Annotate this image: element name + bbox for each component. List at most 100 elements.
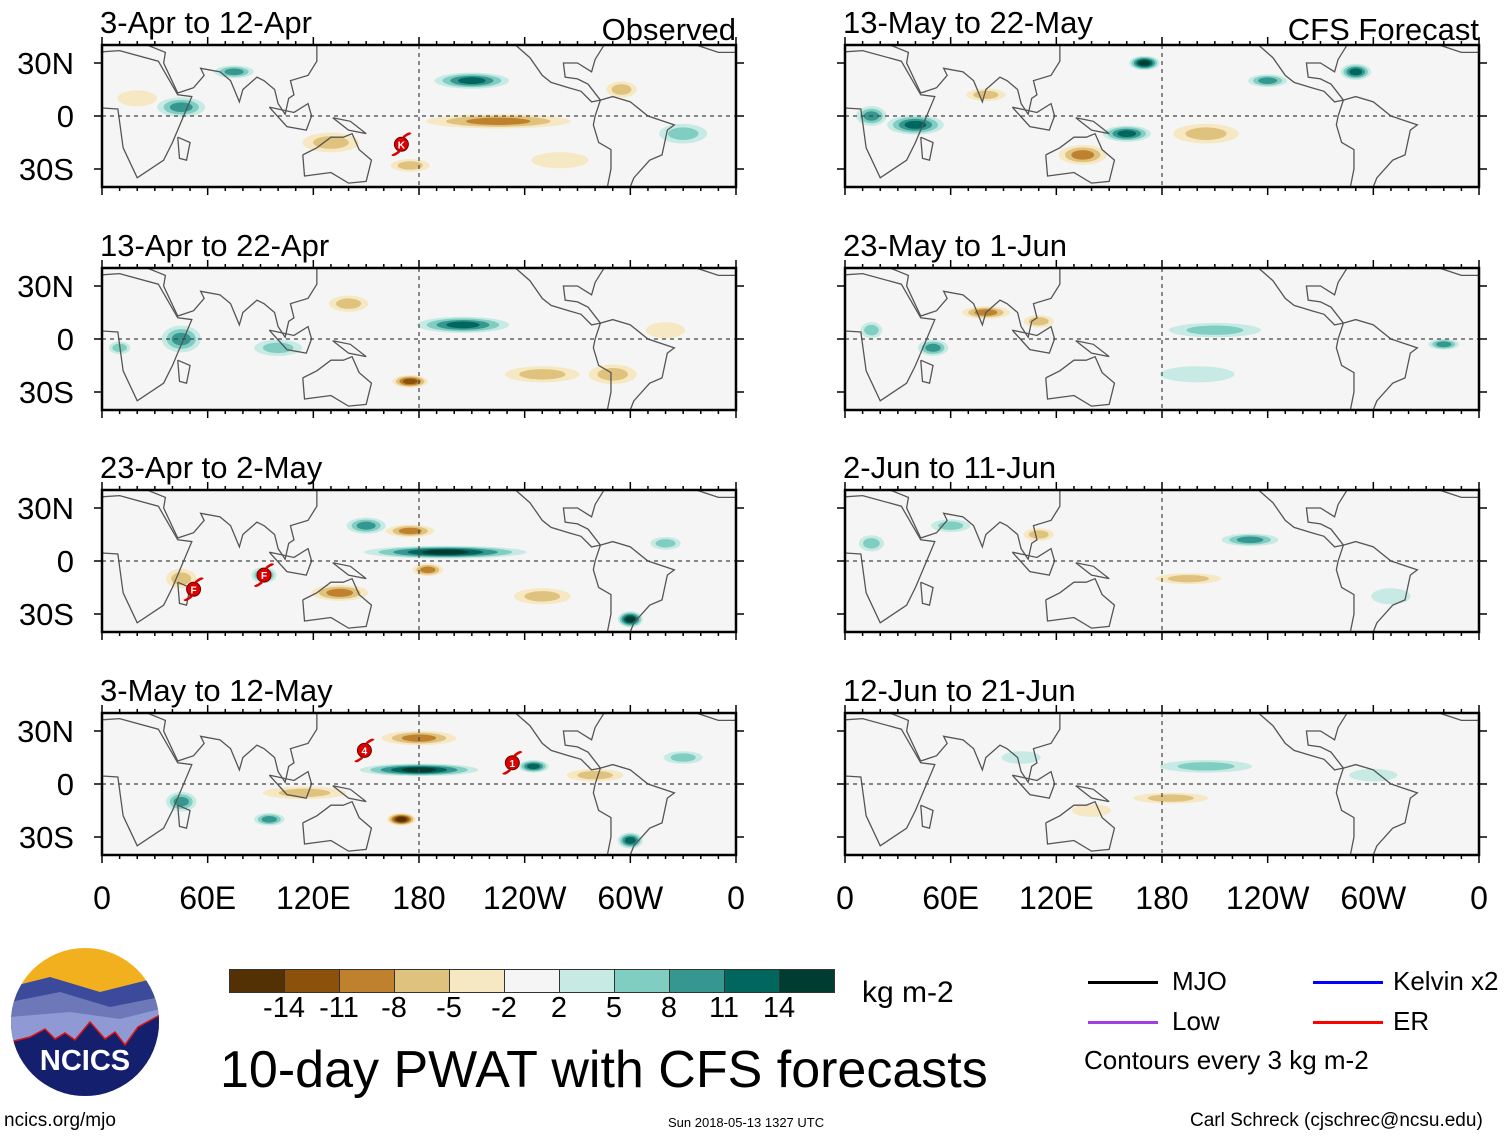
figure-title: 10-day PWAT with CFS forecasts bbox=[220, 1041, 988, 1099]
moist-anomaly bbox=[1168, 322, 1261, 338]
coastline bbox=[1045, 355, 1116, 407]
moist-anomaly bbox=[650, 537, 681, 550]
moist-anomaly bbox=[254, 339, 303, 356]
coastline bbox=[147, 713, 318, 784]
legend-line-low bbox=[1088, 1021, 1158, 1024]
map-panel: K 3-Apr to 12-Apr Observed 30N 0 30S bbox=[17, 5, 744, 195]
x-tick-label: 180 bbox=[1135, 880, 1188, 916]
dry-anomaly bbox=[386, 524, 435, 538]
tropical-cyclone-marker[interactable]: 1 bbox=[502, 750, 523, 775]
tropical-cyclone-marker[interactable]: K bbox=[391, 132, 412, 157]
dry-anomaly bbox=[412, 563, 444, 577]
coastline bbox=[1258, 45, 1348, 103]
coastline bbox=[177, 359, 191, 384]
legend-label-low: Low bbox=[1172, 1006, 1220, 1036]
coastline bbox=[1045, 577, 1116, 629]
y-tick-label: 30N bbox=[17, 714, 74, 749]
site-url[interactable]: ncics.org/mjo bbox=[4, 1110, 116, 1131]
storm-label: F bbox=[191, 585, 197, 596]
dry-anomaly bbox=[645, 322, 686, 339]
panel-title: 3-Apr to 12-Apr bbox=[100, 5, 312, 40]
legend-line-er bbox=[1313, 1021, 1383, 1024]
tropical-cyclone-marker[interactable]: F bbox=[183, 577, 204, 602]
map-panel: 13-Apr to 22-Apr 30N 0 30S bbox=[17, 228, 744, 418]
colorbar-swatch bbox=[670, 970, 725, 992]
map-panel: F F 23-Apr to 2-May 30N 0 30S bbox=[17, 450, 744, 640]
coastline bbox=[302, 577, 373, 629]
coastline bbox=[1075, 117, 1110, 135]
coastline bbox=[177, 804, 191, 829]
dry-anomaly bbox=[425, 114, 571, 129]
colorbar-tick-label: -11 bbox=[319, 992, 359, 1024]
moist-anomaly bbox=[1248, 74, 1288, 87]
colorbar-swatch bbox=[780, 970, 834, 992]
tropical-cyclone-marker[interactable]: F bbox=[253, 563, 275, 587]
dry-anomaly bbox=[311, 584, 369, 601]
colorbar-swatch bbox=[615, 970, 670, 992]
colorbar bbox=[229, 969, 835, 993]
ncics-logo: NCICS bbox=[11, 948, 159, 1096]
moist-anomaly bbox=[1129, 55, 1160, 71]
dry-anomaly bbox=[328, 295, 369, 312]
coastline bbox=[1440, 268, 1479, 277]
coastline bbox=[102, 49, 193, 179]
dry-anomaly bbox=[1155, 573, 1222, 585]
legend-line-mjo bbox=[1088, 981, 1158, 984]
panel-title: 23-May to 1-Jun bbox=[843, 228, 1067, 263]
coastline bbox=[147, 490, 318, 561]
colorbar-tick-label: -5 bbox=[436, 992, 462, 1024]
colorbar-swatch bbox=[505, 970, 560, 992]
timestamp: Sun 2018-05-13 1327 UTC bbox=[668, 1115, 825, 1130]
coastline bbox=[1075, 785, 1110, 803]
coastline bbox=[697, 490, 736, 499]
coastline bbox=[1045, 132, 1116, 184]
coastline bbox=[515, 45, 605, 103]
coastline bbox=[592, 540, 676, 632]
coastline bbox=[1258, 268, 1348, 326]
dry-anomaly bbox=[531, 152, 589, 169]
coastline bbox=[845, 49, 936, 179]
coastline bbox=[592, 318, 676, 410]
moist-anomaly bbox=[663, 751, 703, 764]
moist-anomaly bbox=[1001, 751, 1041, 764]
coastline bbox=[332, 562, 367, 580]
legend-line-kelvin bbox=[1313, 981, 1383, 984]
map-panel: 4 1 3-May to 12-May 30N 0 30S 0 60E 120E 180 120W 6… bbox=[17, 673, 745, 916]
panel-title: 12-Jun to 21-Jun bbox=[843, 673, 1076, 708]
coastline bbox=[592, 95, 676, 187]
y-tick-label: 30S bbox=[19, 152, 74, 187]
moist-anomaly bbox=[1340, 63, 1371, 80]
moist-anomaly bbox=[214, 65, 254, 79]
storm-label: 4 bbox=[362, 746, 368, 757]
dry-anomaly bbox=[513, 588, 571, 605]
dry-anomaly bbox=[1173, 123, 1239, 144]
coastline bbox=[515, 713, 605, 771]
coastline bbox=[1335, 540, 1419, 632]
coastline bbox=[920, 581, 934, 606]
x-tick-label: 60W bbox=[1340, 880, 1407, 916]
coastline bbox=[592, 763, 676, 855]
dry-anomaly bbox=[392, 375, 429, 388]
coastline bbox=[102, 272, 193, 402]
coastline bbox=[515, 490, 605, 548]
coastline bbox=[920, 136, 934, 161]
coastline bbox=[697, 268, 736, 277]
coastline bbox=[1258, 713, 1348, 771]
storm-label: K bbox=[398, 140, 406, 151]
tropical-cyclone-marker[interactable]: 4 bbox=[354, 738, 375, 763]
forecast-column-label: CFS Forecast bbox=[1288, 12, 1480, 47]
contours-note: Contours every 3 kg m-2 bbox=[1084, 1045, 1369, 1075]
coastline bbox=[890, 490, 1061, 561]
x-tick-label: 0 bbox=[93, 880, 111, 916]
y-tick-label: 30N bbox=[17, 491, 74, 526]
coastline bbox=[1045, 800, 1116, 852]
storm-label: 1 bbox=[510, 759, 516, 770]
coastline bbox=[920, 359, 934, 384]
coastline bbox=[1440, 490, 1479, 499]
moist-anomaly bbox=[858, 535, 884, 552]
moist-anomaly bbox=[518, 760, 549, 773]
moist-anomaly bbox=[1160, 760, 1253, 773]
y-tick-label: 30S bbox=[19, 375, 74, 410]
x-tick-label: 0 bbox=[727, 880, 745, 916]
